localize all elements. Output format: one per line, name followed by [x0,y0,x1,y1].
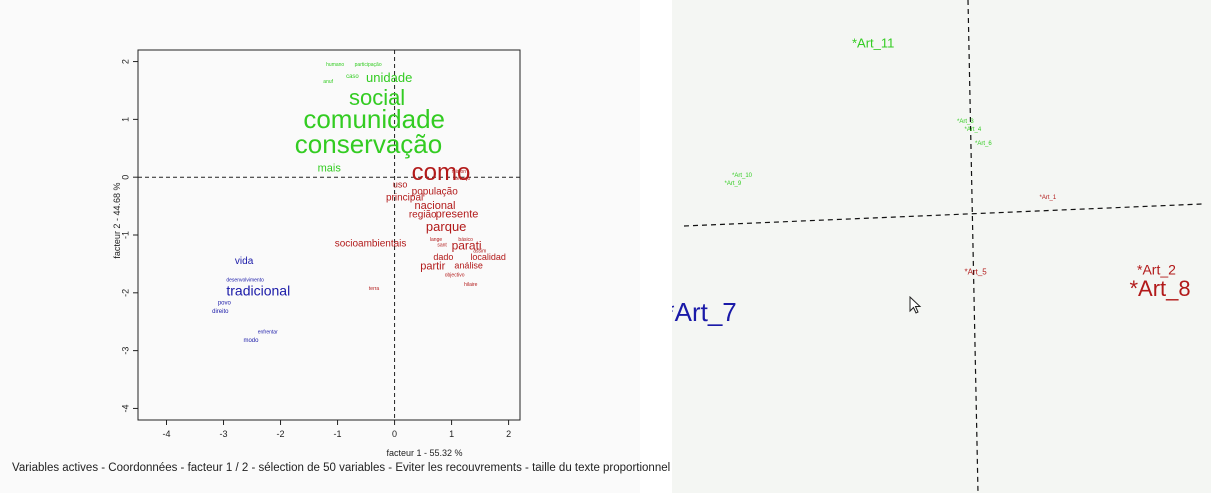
point-label: humano [326,62,344,68]
point-label: socioambientais [335,239,407,250]
point-label: *Art_6 [975,141,992,147]
y-tick-label: 0 [120,175,130,180]
point-label: como [412,159,471,186]
point-label: dado [433,252,453,262]
horizontal-axis-line [683,203,1203,227]
right-factor-map: *Art_11 *Art_3 *Art_4 *Art_6 *Art_10 *Art_9 *A… [665,0,1203,494]
point-label: caso [346,74,359,80]
point-label: tradicional [226,283,290,299]
point-label: parati [452,238,482,252]
point-label: terra [369,286,380,292]
point-label: *Art_8 [1130,276,1191,301]
y-tick-label: -2 [120,289,130,297]
point-label: *Art_7 [672,297,737,327]
left-chart-panel: -4 -3 -2 -1 0 1 2 2 1 0 -1 -2 -3 -4 facteur 1 - 55.32 … [12,49,729,474]
point-label: região [409,210,437,221]
x-axis-label: facteur 1 - 55.32 % [386,448,462,458]
point-label: uso [393,180,408,190]
point-label: população [412,187,459,198]
point-label: *Art_11 [852,36,894,51]
point-label: lange [430,237,442,243]
point-label: comunidade [303,104,445,134]
x-tick-label: -3 [220,429,228,439]
x-tick-label: -2 [277,429,285,439]
x-tick-label: 1 [449,429,454,439]
point-label: *Art_9 [725,181,742,187]
point-label: *Art_4 [965,127,982,133]
y-axis-label: facteur 2 - 44.68 % [112,183,122,259]
point-label: *Art_3 [957,119,974,125]
point-label: povo [218,300,232,306]
y-tick-label: 2 [120,59,130,64]
right-chart-panel: *Art_11 *Art_3 *Art_4 *Art_6 *Art_10 *Art_9 *A… [665,0,1211,494]
point-label: vida [235,256,254,267]
point-label: nacional [415,200,456,212]
point-label: básico [458,237,473,243]
x-tick-label: 0 [392,429,397,439]
point-label: mais [318,162,342,174]
point-label: serviço [454,176,470,182]
chart-caption: Variables actives - Coordonnées - facteu… [12,462,729,474]
point-label: anuf [323,79,333,85]
point-label: *Art_10 [732,173,753,179]
point-label: hilaire [464,282,478,288]
y-tick-label: 1 [120,117,130,122]
point-label: localidad [470,252,506,262]
point-label: social [349,85,405,110]
left-factor-map: -4 -3 -2 -1 0 1 2 2 1 0 -1 -2 -3 -4 facteur 1 - 55.32 … [112,49,521,458]
mouse-cursor-icon [909,295,923,316]
y-tick-label: -1 [120,231,130,239]
point-label: sant [437,243,447,249]
point-label: principal [386,192,423,203]
point-label: *Art_5 [965,267,988,276]
point-label: unidade [366,70,412,85]
point-label: assim [473,248,486,254]
point-label: *Art_2 [1137,261,1176,277]
point-label: *Art_1 [1040,195,1057,201]
point-label: objectivo [445,273,465,279]
point-label: participação [355,62,382,68]
point-label: mision [452,169,467,175]
vertical-axis-line [967,0,979,494]
y-tick-label: -4 [120,404,130,412]
point-label: modo [243,338,259,344]
y-tick-label: -3 [120,347,130,355]
point-label: enfrentar [258,329,278,335]
x-tick-label: -4 [162,429,170,439]
point-label: conservação [295,129,442,159]
point-label: partir [420,261,445,273]
point-label: presente [436,209,479,221]
point-label: análise [454,261,483,271]
point-label: direito [212,309,229,315]
point-label: desenvolvimento [226,277,264,283]
point-label: parque [426,219,466,234]
x-tick-label: 2 [506,429,511,439]
x-tick-label: -1 [334,429,342,439]
